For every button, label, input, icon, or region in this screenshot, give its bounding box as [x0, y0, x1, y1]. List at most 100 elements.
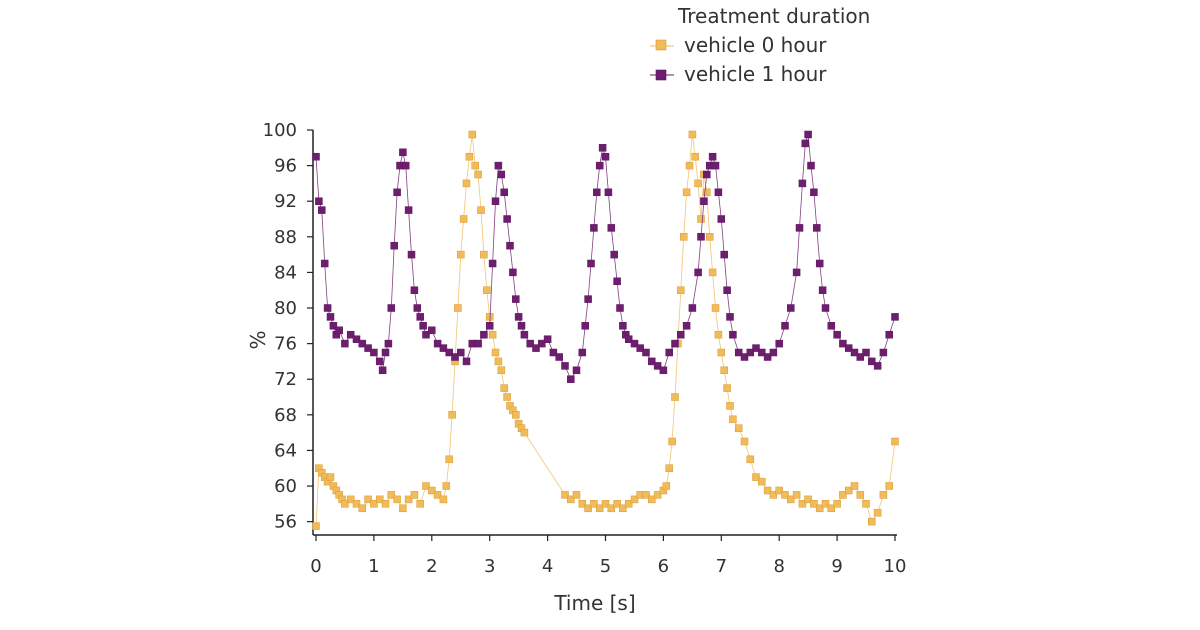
data-point	[462, 357, 471, 366]
data-point	[648, 357, 656, 366]
data-point	[335, 326, 343, 335]
data-point	[642, 491, 650, 499]
data-point	[433, 491, 442, 499]
data-point	[471, 161, 479, 170]
data-point	[358, 504, 367, 513]
data-point	[720, 250, 728, 259]
data-point	[787, 304, 795, 312]
data-point	[465, 152, 474, 161]
data-point	[879, 348, 888, 357]
data-point	[433, 339, 442, 348]
data-point	[454, 304, 462, 312]
data-point	[792, 268, 801, 277]
data-point	[512, 295, 520, 303]
data-point	[862, 500, 870, 508]
data-point	[604, 188, 613, 197]
data-point	[445, 455, 453, 464]
x-tick-label: 7	[716, 556, 727, 577]
y-tick-label: 100	[263, 120, 297, 141]
data-point	[555, 353, 563, 361]
data-point	[717, 215, 726, 223]
plot-area	[312, 130, 899, 530]
data-point	[381, 500, 390, 508]
data-point	[891, 313, 899, 321]
data-point	[370, 348, 378, 357]
x-tick-label: 0	[310, 556, 321, 577]
y-tick-label: 92	[274, 191, 297, 212]
y-tick-label: 68	[274, 405, 297, 426]
data-point	[648, 495, 656, 504]
data-point	[598, 144, 607, 152]
data-point	[662, 482, 671, 490]
data-point	[630, 339, 639, 348]
x-tick-label: 8	[773, 556, 784, 577]
data-point	[685, 161, 694, 170]
data-point	[665, 464, 673, 472]
data-point	[488, 330, 497, 339]
data-point	[833, 330, 841, 339]
data-point	[399, 504, 407, 513]
x-axis-title: Time [s]	[553, 591, 635, 615]
data-point	[520, 330, 529, 339]
data-point	[485, 322, 494, 330]
data-point	[561, 491, 569, 499]
data-point	[697, 215, 705, 223]
data-point	[671, 339, 679, 348]
data-point	[711, 304, 720, 312]
legend-label: vehicle 0 hour	[684, 33, 827, 57]
x-ticks: 0 1 2 3 4 5 6 7 8 9 10	[310, 535, 906, 577]
data-point	[714, 330, 723, 339]
data-point	[509, 268, 517, 277]
data-point	[708, 152, 717, 161]
y-tick-label: 76	[274, 334, 297, 355]
data-point	[868, 517, 876, 526]
data-point	[807, 161, 815, 170]
data-point	[329, 322, 338, 330]
data-point	[480, 330, 488, 339]
y-axis-title: %	[246, 330, 270, 349]
data-point	[752, 473, 760, 481]
data-point	[653, 362, 662, 370]
data-point	[601, 152, 610, 161]
y-tick-label: 84	[274, 262, 297, 283]
data-point	[821, 500, 830, 508]
data-point	[879, 491, 888, 499]
data-point	[514, 313, 523, 321]
data-point	[572, 491, 581, 499]
data-point	[613, 500, 621, 508]
x-tick-label: 9	[831, 556, 842, 577]
data-point	[720, 366, 728, 375]
data-point	[708, 268, 717, 277]
data-point	[758, 348, 766, 357]
data-point	[494, 357, 503, 366]
data-point	[746, 348, 755, 357]
data-point	[810, 188, 818, 197]
data-point	[815, 259, 824, 268]
data-point	[312, 152, 320, 161]
data-point	[512, 411, 520, 419]
data-point	[601, 500, 610, 508]
data-point	[439, 495, 448, 504]
legend-marker	[655, 39, 667, 51]
data-point	[491, 197, 500, 205]
x-tick-label: 5	[600, 556, 611, 577]
data-point	[844, 486, 853, 495]
data-point	[781, 491, 789, 499]
data-point	[387, 304, 396, 312]
data-point	[653, 491, 662, 499]
data-point	[474, 170, 482, 179]
data-point	[595, 161, 604, 170]
data-point	[404, 495, 413, 504]
data-point	[341, 339, 349, 348]
data-point	[630, 495, 639, 504]
data-point	[567, 375, 575, 383]
data-point	[703, 188, 711, 197]
data-point	[717, 348, 726, 357]
data-point	[500, 384, 508, 392]
data-point	[584, 504, 592, 513]
x-tick-label: 4	[542, 556, 553, 577]
data-point	[697, 233, 705, 241]
data-point	[584, 295, 592, 303]
data-point	[691, 152, 699, 161]
data-point	[729, 415, 737, 424]
